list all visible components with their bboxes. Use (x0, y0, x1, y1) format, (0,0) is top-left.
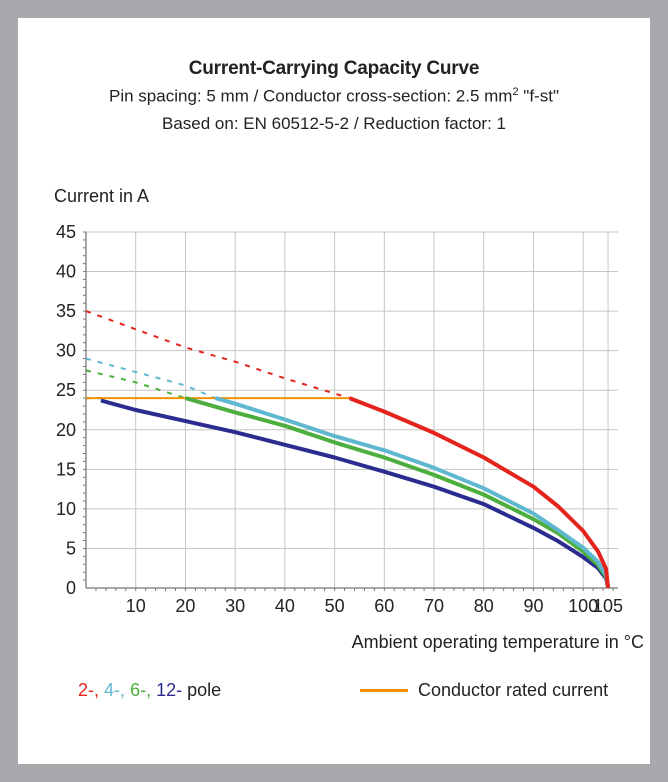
subtitle-1-text: Pin spacing: 5 mm / Conductor cross-sect… (109, 86, 513, 106)
series-4-pole-curve (214, 396, 611, 589)
x-tick-label: 30 (225, 596, 245, 616)
y-tick-label: 0 (66, 578, 76, 598)
y-tick-label: 35 (56, 301, 76, 321)
y-tick-label: 30 (56, 341, 76, 361)
x-tick-label: 10 (126, 596, 146, 616)
rated-current-label: Conductor rated current (418, 680, 609, 700)
x-tick-label: 100 (568, 596, 598, 616)
y-tick-label: 5 (66, 538, 76, 558)
y-tick-label: 45 (56, 222, 76, 242)
chart-title: Current-Carrying Capacity Curve (188, 58, 480, 79)
y-tick-label: 40 (56, 262, 76, 282)
x-axis-label: Ambient operating temperature in °C (351, 632, 644, 652)
x-tick-label: 60 (374, 596, 394, 616)
chart-subtitle-2: Based on: EN 60512-5-2 / Reduction facto… (162, 114, 506, 133)
x-tick-label: 20 (175, 596, 195, 616)
pole-legend: 2-, 4-, 6-, 12- pole (78, 680, 221, 701)
x-tick-label: 90 (523, 596, 543, 616)
series-12-pole-curve (100, 398, 611, 589)
y-tick-label: 15 (56, 459, 76, 479)
legend-pole-word: pole (187, 680, 222, 700)
legend-pole-4: 4-, (104, 680, 126, 700)
x-tick-label: 50 (325, 596, 345, 616)
chart-subtitle-1: Pin spacing: 5 mm / Conductor cross-sect… (18, 86, 650, 107)
rated-current-swatch (360, 689, 408, 692)
y-axis-label: Current in A (54, 186, 150, 206)
subtitle-1-sup: 2 (512, 86, 519, 98)
x-tick-label: 80 (474, 596, 494, 616)
chart-panel: Current-Carrying Capacity Curve Pin spac… (18, 18, 650, 764)
y-tick-label: 20 (56, 420, 76, 440)
legend-pole-6: 6-, (130, 680, 152, 700)
x-tick-label: 105 (593, 596, 623, 616)
legend-pole-2: 2-, (78, 680, 100, 700)
subtitle-1-tail: "f-st" (518, 86, 559, 106)
y-tick-label: 10 (56, 499, 76, 519)
series-6-pole-dashed (85, 369, 186, 400)
series-4-pole-dashed (85, 357, 216, 400)
series-2-pole-dashed (85, 310, 350, 400)
y-tick-label: 25 (56, 380, 76, 400)
series-2-pole-curve (348, 396, 611, 589)
rated-current-legend: Conductor rated current (360, 680, 608, 701)
x-tick-label: 70 (424, 596, 444, 616)
series-6-pole-curve (184, 396, 611, 589)
x-tick-label: 40 (275, 596, 295, 616)
legend-pole-12: 12- (156, 680, 183, 700)
